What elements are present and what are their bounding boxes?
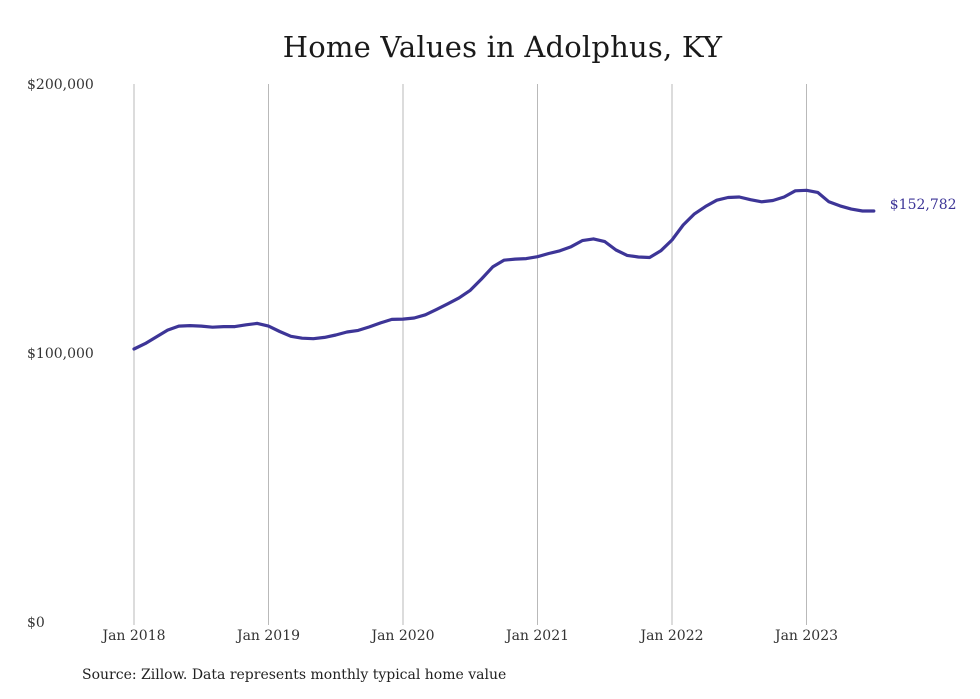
x-tick-label: Jan 2020 [369, 628, 434, 644]
y-axis-tick-labels: $0 $100,000 $200,000 [27, 77, 94, 631]
vertical-gridlines [133, 84, 807, 625]
series-line-0 [132, 188, 876, 351]
source-note: Source: Zillow. Data represents monthly … [82, 667, 507, 683]
x-axis-tick-labels: Jan 2018 Jan 2019 Jan 2020 Jan 2021 Jan 2022… [100, 628, 838, 644]
x-tick-label: Jan 2021 [504, 628, 569, 644]
chart-title: Home Values in Adolphus, KY [282, 30, 723, 64]
end-value-label-layer: $152,782 [890, 197, 957, 213]
y-tick-label: $0 [27, 615, 45, 631]
series-layer [132, 188, 876, 351]
x-tick-label: Jan 2023 [773, 628, 838, 644]
y-tick-label: $200,000 [27, 77, 94, 93]
x-tick-label: Jan 2022 [638, 628, 703, 644]
end-value-label: $152,782 [890, 197, 957, 213]
y-tick-label: $100,000 [27, 346, 94, 362]
x-tick-label: Jan 2019 [235, 628, 300, 644]
x-tick-label: Jan 2018 [100, 628, 165, 644]
